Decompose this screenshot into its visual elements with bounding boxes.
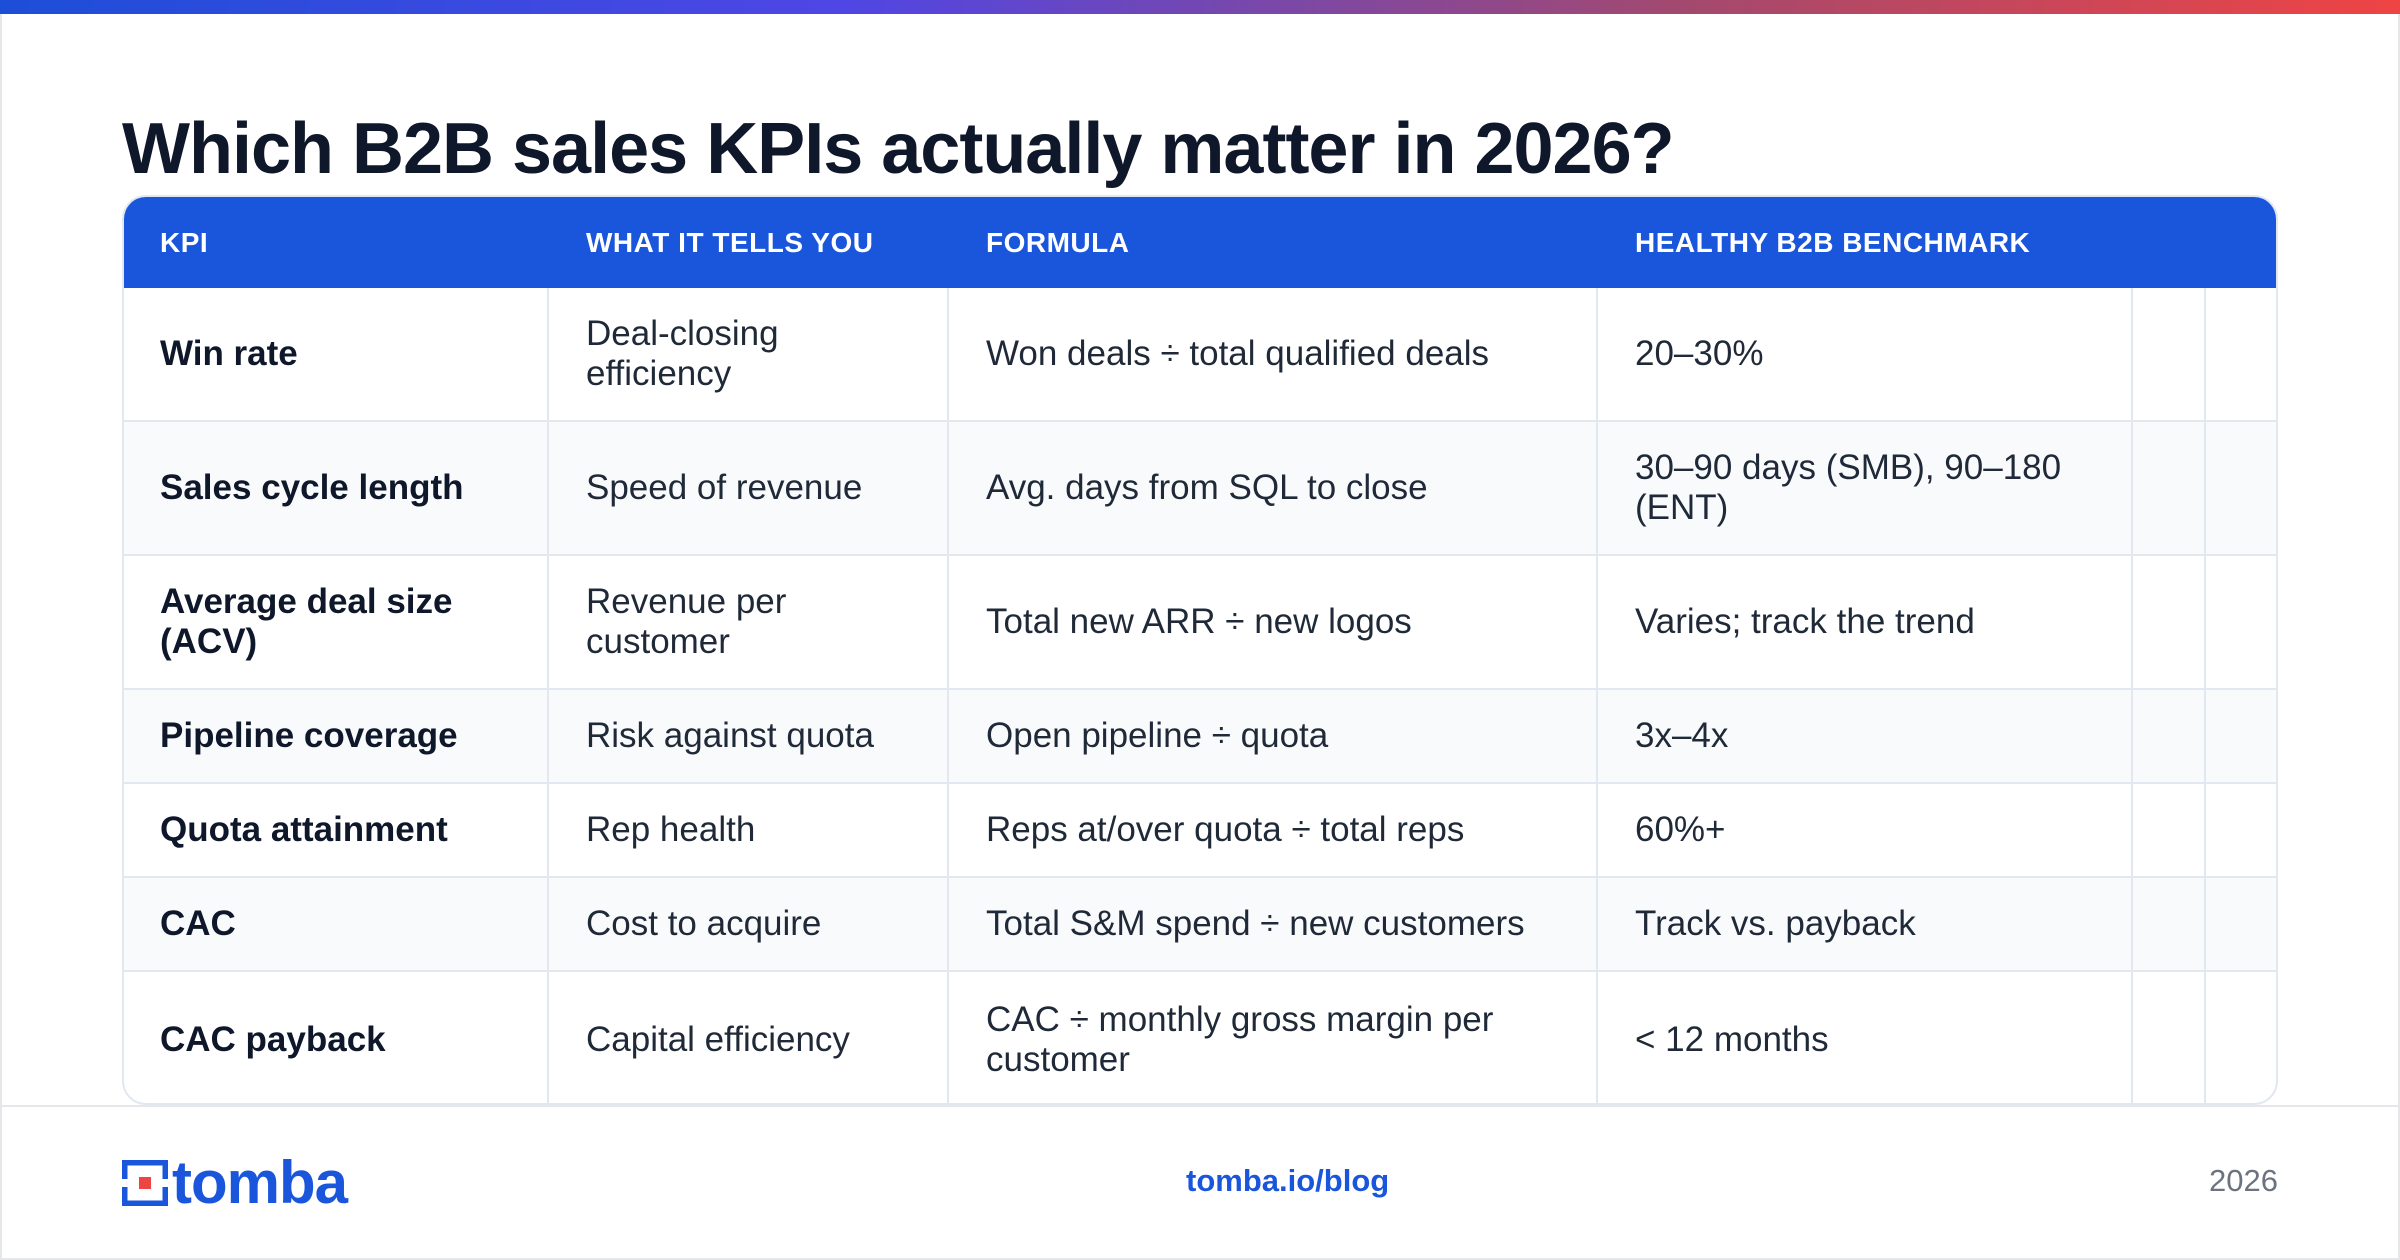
kpi-formula: Won deals ÷ total qualified deals bbox=[986, 334, 1490, 373]
table-header: KPI WHAT IT TELLS YOU FORMULA HEALTHY B2… bbox=[124, 197, 2276, 288]
kpi-formula: Reps at/over quota ÷ total reps bbox=[986, 810, 1465, 849]
kpi-benchmark: 60%+ bbox=[1635, 810, 1726, 849]
gradient-top-bar bbox=[0, 0, 2400, 14]
header-what-it-tells-you: WHAT IT TELLS YOU bbox=[586, 226, 874, 258]
kpi-name: Average deal size (ACV) bbox=[160, 582, 453, 661]
kpi-meaning: Cost to acquire bbox=[586, 904, 822, 943]
table-row: Average deal size (ACV) Revenue per cust… bbox=[124, 556, 2276, 690]
kpi-benchmark: 3x–4x bbox=[1635, 716, 1729, 755]
kpi-formula: Avg. days from SQL to close bbox=[986, 468, 1428, 507]
kpi-name: CAC payback bbox=[160, 1019, 386, 1059]
kpi-meaning: Risk against quota bbox=[586, 716, 874, 755]
kpi-table: KPI WHAT IT TELLS YOU FORMULA HEALTHY B2… bbox=[122, 195, 2278, 1105]
kpi-formula: CAC ÷ monthly gross margin per customer bbox=[986, 999, 1494, 1079]
table-row: CAC Cost to acquire Total S&M spend ÷ ne… bbox=[124, 878, 2276, 972]
header-formula: FORMULA bbox=[986, 226, 1130, 258]
empty-cell bbox=[2133, 556, 2206, 688]
kpi-benchmark: Varies; track the trend bbox=[1635, 602, 1975, 641]
kpi-name: Quota attainment bbox=[160, 810, 448, 849]
kpi-benchmark: < 12 months bbox=[1635, 1019, 1829, 1059]
table-row: Quota attainment Rep health Reps at/over… bbox=[124, 784, 2276, 878]
kpi-meaning: Deal-closing efficiency bbox=[586, 314, 779, 393]
kpi-meaning: Capital efficiency bbox=[586, 1019, 850, 1059]
kpi-meaning: Rep health bbox=[586, 810, 756, 849]
kpi-name: Win rate bbox=[160, 334, 298, 373]
empty-cell bbox=[2206, 784, 2276, 876]
empty-cell bbox=[2133, 878, 2206, 970]
empty-cell bbox=[2206, 288, 2276, 420]
kpi-benchmark: 20–30% bbox=[1635, 334, 1764, 373]
footer-year: 2026 bbox=[2209, 1163, 2278, 1198]
tomba-logo-icon bbox=[120, 1158, 170, 1208]
empty-cell bbox=[2133, 422, 2206, 554]
kpi-name: Pipeline coverage bbox=[160, 716, 458, 755]
table-row: CAC payback Capital efficiency CAC ÷ mon… bbox=[124, 972, 2276, 1103]
kpi-formula: Total new ARR ÷ new logos bbox=[986, 602, 1412, 641]
header-kpi: KPI bbox=[160, 226, 209, 258]
empty-cell bbox=[2133, 288, 2206, 420]
tomba-logo[interactable]: tomba bbox=[120, 1149, 348, 1216]
empty-cell bbox=[2206, 972, 2276, 1103]
table-row: Win rate Deal-closing efficiency Won dea… bbox=[124, 288, 2276, 422]
logo-wordmark: tomba bbox=[172, 1149, 348, 1216]
kpi-formula: Total S&M spend ÷ new customers bbox=[986, 904, 1525, 943]
table-row: Sales cycle length Speed of revenue Avg.… bbox=[124, 422, 2276, 556]
header-benchmark: HEALTHY B2B BENCHMARK bbox=[1635, 226, 2031, 258]
empty-cell bbox=[2206, 422, 2276, 554]
kpi-name: Sales cycle length bbox=[160, 468, 464, 507]
blog-link[interactable]: tomba.io/blog bbox=[1186, 1163, 1390, 1198]
empty-cell bbox=[2133, 972, 2206, 1103]
empty-cell bbox=[2133, 690, 2206, 782]
kpi-meaning: Revenue per customer bbox=[586, 582, 787, 661]
table-row: Pipeline coverage Risk against quota Ope… bbox=[124, 690, 2276, 784]
kpi-name: CAC bbox=[160, 904, 236, 943]
footer-divider bbox=[0, 1105, 2400, 1107]
kpi-benchmark: Track vs. payback bbox=[1635, 904, 1916, 943]
kpi-formula: Open pipeline ÷ quota bbox=[986, 716, 1329, 755]
kpi-benchmark: 30–90 days (SMB), 90–180 (ENT) bbox=[1635, 448, 2062, 527]
empty-cell bbox=[2206, 556, 2276, 688]
kpi-meaning: Speed of revenue bbox=[586, 468, 863, 507]
empty-cell bbox=[2206, 878, 2276, 970]
empty-cell bbox=[2133, 784, 2206, 876]
page-title: Which B2B sales KPIs actually matter in … bbox=[122, 109, 1675, 189]
empty-cell bbox=[2206, 690, 2276, 782]
